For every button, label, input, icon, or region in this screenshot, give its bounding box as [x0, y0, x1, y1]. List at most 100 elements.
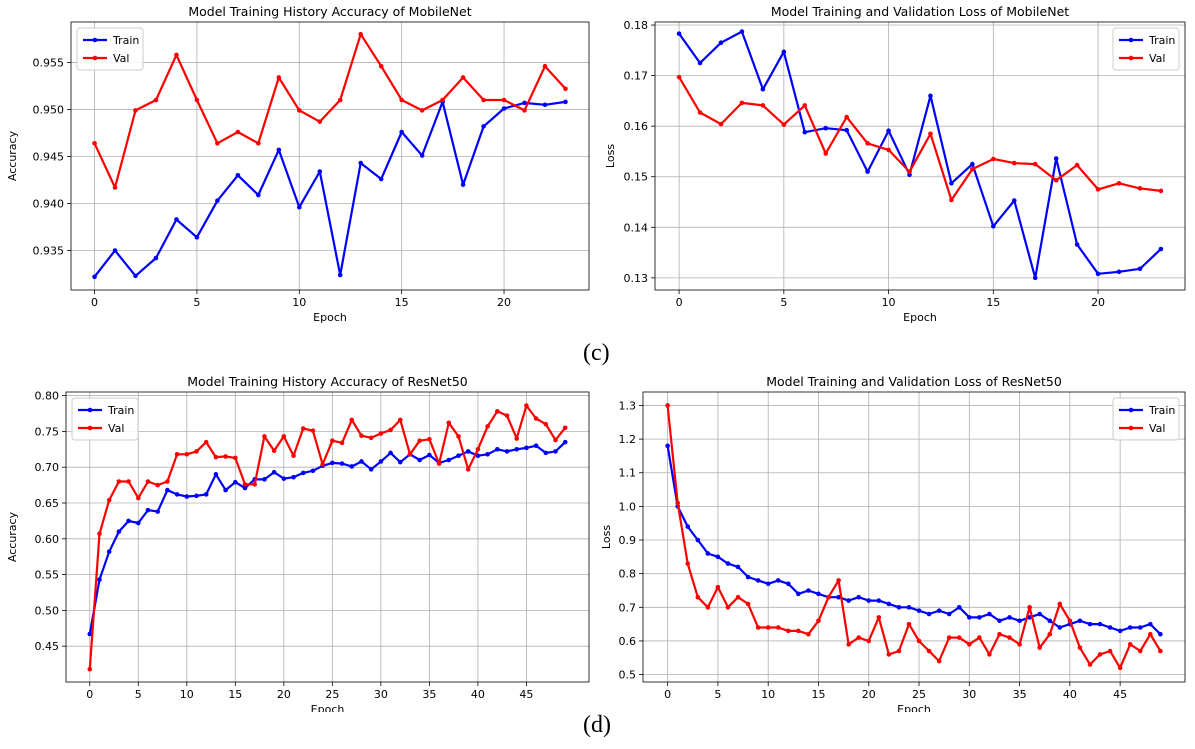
resnet-acc-val-point [116, 479, 122, 484]
resnet-acc-train-point [524, 445, 529, 451]
mobilenet-loss-val-point [1032, 161, 1038, 167]
mobilenet-acc-legend-train-marker [92, 37, 98, 43]
resnet-acc-x-tick-label: 5 [135, 688, 142, 701]
resnet-loss-val-point [796, 628, 801, 634]
resnet-acc-train-line [88, 441, 566, 635]
resnet-acc-train-point [475, 453, 481, 459]
resnet-acc-train-point [562, 439, 568, 445]
mobilenet-acc-val-point [358, 31, 364, 37]
resnet-loss-train-point [896, 605, 902, 610]
resnet-acc-val-point [252, 482, 258, 487]
resnet-acc-y-tick-label: 0.80 [35, 390, 60, 403]
mobilenet-loss-val-point [886, 147, 891, 153]
resnet-loss-plot-frame [642, 391, 1186, 683]
resnet-acc-train-point [126, 518, 131, 524]
resnet-acc-x-tick-label: 40 [471, 688, 485, 701]
mobilenet-loss-x-tick-label: 10 [882, 296, 896, 309]
resnet-acc-train-point [223, 487, 228, 493]
mobilenet-acc-legend: Train Val [76, 27, 144, 71]
resnet-loss-train-point [936, 608, 942, 613]
mobilenet-loss-x-tick-label: 5 [780, 296, 787, 309]
mobilenet-loss-val-point [739, 100, 745, 106]
resnet-acc-legend-train-marker [87, 407, 93, 413]
mobilenet-acc-y-tick-label: 0.955 [33, 56, 65, 69]
resnet-loss-train-point [946, 611, 952, 617]
resnet-loss-x-tick-label: 40 [1063, 688, 1077, 701]
resnet-acc-legend-val-marker [87, 425, 93, 431]
resnet-loss-val-point [775, 625, 781, 630]
resnet-acc-train-point [339, 461, 345, 466]
resnet-acc-val-point [475, 446, 481, 452]
mobilenet-acc-x-tick-label: 10 [292, 296, 306, 309]
resnet-acc-legend: Train Val [71, 397, 139, 441]
mobilenet-acc-y-axis-label: Accuracy [6, 130, 19, 181]
resnet-acc-val-point [378, 431, 384, 436]
mobilenet-acc-val-point [542, 63, 548, 69]
resnet-loss-train-point [1158, 631, 1163, 637]
mobilenet-loss-val-point [1158, 188, 1164, 194]
resnet-acc-val-point [465, 467, 471, 472]
mobilenet-loss-train-point [1011, 198, 1017, 203]
mobilenet-loss-x-axis-label: Epoch [903, 311, 937, 324]
resnet-acc-train-point [504, 449, 510, 454]
resnet-acc-train-point [330, 460, 335, 466]
resnet-loss-val-point [1017, 642, 1022, 647]
resnet-loss-train-point [876, 598, 882, 603]
resnet-loss-val-point [916, 638, 922, 644]
resnet-loss-title: Model Training and Validation Loss of Re… [766, 374, 1062, 389]
mobilenet-loss-val-point [970, 166, 975, 172]
mobilenet-acc-val-point [215, 141, 220, 146]
resnet-loss-val-point [866, 638, 872, 644]
resnet-loss-val-point [1117, 665, 1123, 671]
mobilenet-loss-plot-frame [654, 21, 1186, 291]
mobilenet-acc-train-point [358, 160, 364, 166]
resnet-loss-train-point [786, 581, 791, 587]
mobilenet-loss-train-point [1032, 275, 1038, 281]
resnet-loss-train-point [1017, 618, 1022, 624]
resnet-acc-val-point [553, 437, 558, 443]
resnet-acc-val-point [339, 440, 345, 446]
mobilenet-loss-val-point [676, 74, 682, 80]
resnet-loss-val-point [745, 601, 751, 607]
resnet-acc-train-point [533, 443, 539, 449]
resnet-acc-train-point [310, 468, 316, 474]
resnet-acc-x-tick-label: 10 [180, 688, 194, 701]
resnet-loss-train-point [1057, 625, 1063, 630]
resnet-acc-train-point [242, 485, 248, 491]
resnet-loss-val-point [695, 594, 701, 600]
mobilenet-acc-train-point [235, 172, 241, 178]
mobilenet-acc-train-point [153, 255, 159, 261]
mobilenet-loss-val-point [1116, 181, 1122, 186]
resnet-loss-val-point [836, 578, 841, 583]
mobilenet-acc-val-point [174, 52, 179, 58]
resnet-acc-val-point [233, 455, 238, 461]
mobilenet-acc-train-point [276, 147, 282, 153]
mobilenet-acc-val-point [440, 97, 445, 103]
resnet-acc-val-point [388, 427, 393, 433]
resnet-acc-val-point [300, 426, 306, 431]
resnet-acc-train-point [514, 446, 520, 452]
mobilenet-loss-train-point [844, 127, 849, 133]
mobilenet-acc-legend-val-label: Val [113, 52, 129, 65]
resnet-loss-train-point [745, 574, 751, 580]
mobilenet-acc-legend-val-marker [92, 55, 98, 61]
resnet-loss-val-point [1057, 601, 1063, 607]
resnet-acc-train-point [116, 529, 122, 534]
panel-caption-d: (d) [583, 712, 611, 738]
resnet-loss-val-point [765, 625, 771, 630]
resnet-loss-train-point [806, 588, 811, 593]
resnet-loss-y-tick-label: 0.5 [619, 669, 637, 682]
resnet-loss-train-point [967, 615, 972, 620]
resnet-loss-train-point [1037, 611, 1042, 617]
resnet-acc-val-point [203, 439, 209, 445]
resnet-acc-train-point [485, 451, 490, 457]
resnet-acc-x-tick-label: 15 [228, 688, 242, 701]
resnet-acc-train-point [145, 507, 151, 513]
mobilenet-loss-train-point [949, 181, 954, 186]
resnet-loss-x-tick-label: 0 [664, 688, 671, 701]
resnet-loss-train-point [1117, 628, 1123, 634]
resnet-acc-y-tick-label: 0.75 [35, 425, 60, 438]
resnet-loss-x-tick-label: 15 [811, 688, 825, 701]
resnet-acc-val-point [135, 495, 141, 501]
